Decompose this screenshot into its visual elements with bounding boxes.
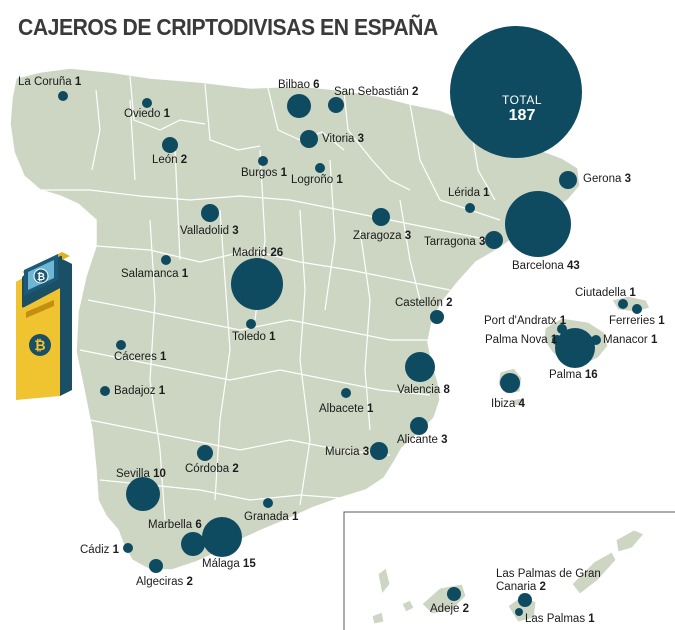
label-badajoz: Badajoz 1 bbox=[114, 385, 166, 397]
lanzarote-shape bbox=[615, 529, 645, 553]
label-la-coruna: La Coruña 1 bbox=[18, 76, 82, 88]
label-toledo: Toledo 1 bbox=[232, 331, 276, 343]
label-las-palmas: Las Palmas 1 bbox=[525, 613, 595, 625]
label-granada: Granada 1 bbox=[244, 511, 299, 523]
bubble-bilbao bbox=[287, 94, 311, 118]
formentera-shape bbox=[511, 397, 525, 407]
bubble-zaragoza bbox=[372, 208, 390, 226]
canary-inset-frame bbox=[343, 511, 675, 630]
label-caceres: Cáceres 1 bbox=[114, 351, 167, 363]
label-vitoria: Vitoria 3 bbox=[322, 133, 364, 145]
label-salamanca: Salamanca 1 bbox=[121, 268, 189, 280]
label-gerona: Gerona 3 bbox=[583, 173, 631, 185]
bubble-castellon bbox=[430, 310, 444, 324]
label-port-dandratx: Port d'Andratx 1 bbox=[484, 315, 567, 327]
label-palma: Palma 16 bbox=[549, 369, 598, 381]
label-palma-nova: Palma Nova 1 bbox=[485, 334, 558, 346]
bubble-lerida bbox=[465, 203, 475, 213]
el-hierro-shape bbox=[371, 611, 385, 625]
bubble-vitoria bbox=[300, 130, 318, 148]
total-caption: TOTAL bbox=[501, 93, 543, 107]
bubble-valencia bbox=[405, 352, 435, 382]
label-ferreries: Ferreries 1 bbox=[609, 315, 665, 327]
label-marbella: Marbella 6 bbox=[148, 519, 202, 531]
bubble-marbella bbox=[181, 532, 205, 556]
bubble-sevilla bbox=[126, 477, 160, 511]
label-castellon: Castellón 2 bbox=[395, 297, 453, 309]
label-ibiza: Ibiza 4 bbox=[491, 398, 525, 410]
bubble-san-sebastian bbox=[328, 97, 344, 113]
fuerteventura-shape bbox=[571, 551, 617, 595]
label-san-sebastian: San Sebastián 2 bbox=[334, 86, 419, 98]
bubble-cordoba bbox=[197, 445, 213, 461]
total-label: TOTAL 187 bbox=[452, 44, 592, 152]
bubble-logrono bbox=[315, 163, 325, 173]
mainland-spain-shape bbox=[9, 67, 581, 571]
bubble-ciutadella bbox=[618, 299, 628, 309]
total-value: 187 bbox=[508, 107, 536, 124]
bubble-total bbox=[450, 26, 582, 158]
label-barcelona: Barcelona 43 bbox=[512, 260, 580, 272]
bubbles bbox=[58, 26, 642, 616]
la-palma-shape bbox=[377, 567, 391, 596]
bubble-tarragona bbox=[485, 231, 503, 249]
label-oviedo: Oviedo 1 bbox=[124, 108, 171, 120]
province-borders bbox=[40, 75, 501, 521]
label-sevilla: Sevilla 10 bbox=[116, 468, 166, 480]
label-albacete: Albacete 1 bbox=[319, 403, 374, 415]
bubble-palma bbox=[555, 328, 595, 368]
bubble-las-palmas-gc bbox=[518, 593, 532, 607]
label-alicante: Alicante 3 bbox=[397, 434, 448, 446]
label-valladolid: Valladolid 3 bbox=[180, 225, 239, 237]
label-algeciras: Algeciras 2 bbox=[136, 576, 193, 588]
la-gomera-shape bbox=[401, 599, 415, 613]
bubble-las-palmas bbox=[515, 608, 523, 616]
bubble-barcelona bbox=[505, 191, 571, 257]
bubble-valladolid bbox=[201, 204, 219, 222]
label-manacor: Manacor 1 bbox=[603, 334, 658, 346]
svg-text:₿: ₿ bbox=[34, 337, 45, 353]
label-las-palmas-gc: Las Palmas de Gran Canaria 2 bbox=[496, 568, 601, 593]
label-valencia: Valencia 8 bbox=[397, 384, 450, 396]
label-leon: León 2 bbox=[152, 154, 188, 166]
label-tarragona: Tarragona 3 bbox=[424, 236, 486, 248]
label-bilbao: Bilbao 6 bbox=[278, 79, 320, 91]
label-logrono: Logroño 1 bbox=[291, 174, 343, 186]
bubble-ferreries bbox=[632, 304, 642, 314]
bubble-oviedo bbox=[142, 98, 152, 108]
bubble-toledo bbox=[246, 319, 256, 329]
bubble-alicante bbox=[410, 417, 428, 435]
bubble-burgos bbox=[258, 156, 268, 166]
bitcoin-atm-icon: ₿ ₿ bbox=[16, 252, 72, 400]
bubble-salamanca bbox=[161, 255, 171, 265]
map-title: CAJEROS DE CRIPTODIVISAS EN ESPAÑA bbox=[18, 14, 438, 40]
bubble-madrid bbox=[231, 258, 283, 310]
bubble-murcia bbox=[370, 442, 388, 460]
label-burgos: Burgos 1 bbox=[241, 167, 288, 179]
label-adeje: Adeje 2 bbox=[430, 603, 470, 615]
bubble-adeje bbox=[447, 587, 461, 601]
bubble-cadiz bbox=[123, 543, 133, 553]
bubble-la-coruna bbox=[58, 91, 68, 101]
bubble-algeciras bbox=[149, 559, 163, 573]
bubble-leon bbox=[162, 137, 178, 153]
bubble-albacete bbox=[341, 388, 351, 398]
bubble-ibiza bbox=[500, 373, 520, 393]
bubble-malaga bbox=[202, 517, 242, 557]
svg-text:₿: ₿ bbox=[37, 271, 45, 283]
label-madrid: Madrid 26 bbox=[232, 247, 284, 259]
label-ciutadella: Ciutadella 1 bbox=[575, 287, 636, 299]
label-zaragoza: Zaragoza 3 bbox=[353, 230, 412, 242]
label-cordoba: Córdoba 2 bbox=[185, 463, 239, 475]
label-murcia: Murcia 3 bbox=[325, 446, 370, 458]
label-cadiz: Cádiz 1 bbox=[80, 544, 120, 556]
bubble-granada bbox=[263, 498, 273, 508]
label-malaga: Málaga 15 bbox=[202, 558, 256, 570]
bubble-gerona bbox=[559, 171, 577, 189]
bubble-badajoz bbox=[100, 386, 110, 396]
label-lerida: Lérida 1 bbox=[448, 187, 490, 199]
bubble-caceres bbox=[116, 340, 126, 350]
